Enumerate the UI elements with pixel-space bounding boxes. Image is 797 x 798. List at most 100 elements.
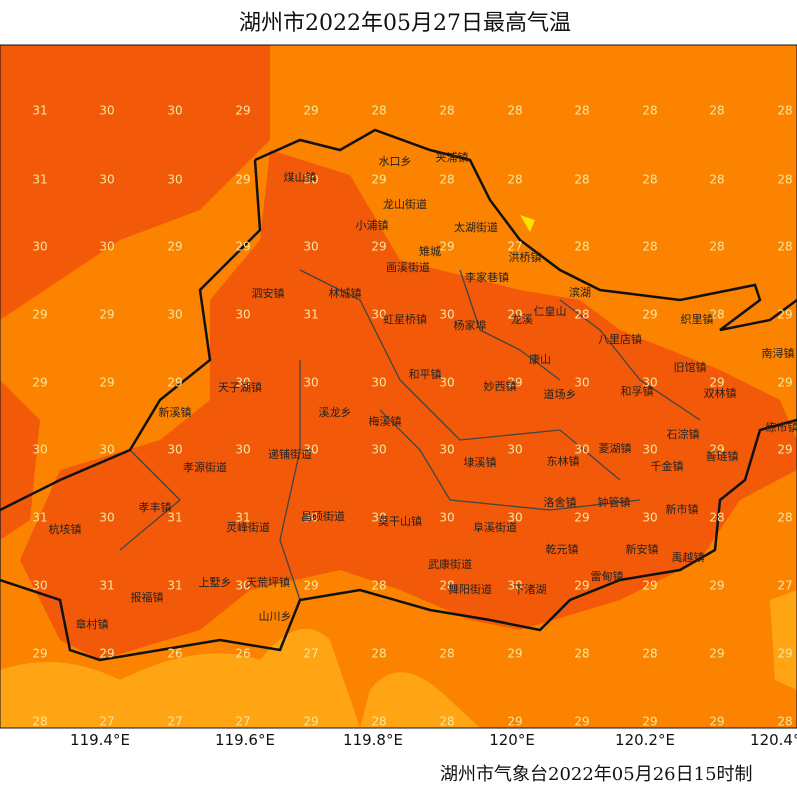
grid-value: 29 bbox=[709, 647, 724, 661]
grid-value: 28 bbox=[507, 104, 522, 118]
grid-value: 29 bbox=[777, 443, 792, 457]
town-label: 阜溪街道 bbox=[473, 520, 517, 534]
grid-value: 29 bbox=[507, 376, 522, 390]
grid-value: 29 bbox=[99, 308, 114, 322]
title: 湖州市2022年05月27日最高气温 bbox=[239, 11, 571, 36]
town-label: 龙山街道 bbox=[383, 197, 427, 211]
grid-value: 30 bbox=[99, 443, 114, 457]
grid-value: 28 bbox=[709, 104, 724, 118]
town-label: 林城镇 bbox=[329, 286, 362, 300]
longitude-label: 120°E bbox=[489, 731, 535, 749]
town-label: 报福镇 bbox=[131, 590, 164, 604]
grid-value: 31 bbox=[32, 173, 47, 187]
grid-value: 30 bbox=[303, 443, 318, 457]
grid-value: 30 bbox=[303, 511, 318, 525]
grid-value: 27 bbox=[303, 647, 318, 661]
grid-value: 29 bbox=[777, 376, 792, 390]
grid-value: 28 bbox=[371, 647, 386, 661]
grid-value: 28 bbox=[709, 308, 724, 322]
grid-value: 30 bbox=[303, 376, 318, 390]
grid-value: 30 bbox=[167, 104, 182, 118]
grid-value: 30 bbox=[235, 308, 250, 322]
grid-value: 29 bbox=[709, 376, 724, 390]
grid-value: 27 bbox=[235, 715, 250, 729]
grid-value: 30 bbox=[642, 376, 657, 390]
grid-value: 30 bbox=[167, 308, 182, 322]
longitude-labels: 119.4°E 119.6°E 119.8°E 120°E 120.2°E 120.4°E bbox=[70, 731, 797, 749]
grid-value: 28 bbox=[642, 104, 657, 118]
town-label: 递铺街道 bbox=[268, 447, 312, 461]
grid-value: 28 bbox=[371, 579, 386, 593]
grid-value: 30 bbox=[574, 376, 589, 390]
grid-value: 28 bbox=[574, 308, 589, 322]
town-label: 梅溪镇 bbox=[369, 414, 402, 428]
grid-value: 29 bbox=[32, 647, 47, 661]
grid-value: 30 bbox=[371, 511, 386, 525]
grid-value: 27 bbox=[99, 715, 114, 729]
town-label: 龙溪 bbox=[511, 313, 533, 326]
grid-value: 28 bbox=[574, 173, 589, 187]
grid-value: 30 bbox=[99, 173, 114, 187]
town-label: 天荒坪镇 bbox=[246, 575, 290, 589]
grid-value: 28 bbox=[439, 104, 454, 118]
grid-value: 29 bbox=[574, 579, 589, 593]
town-label: 和孚镇 bbox=[621, 384, 654, 398]
grid-value: 27 bbox=[167, 715, 182, 729]
footer: 湖州市气象台2022年05月26日15时制 bbox=[440, 764, 753, 785]
grid-value: 31 bbox=[167, 511, 182, 525]
town-label: 泗安镇 bbox=[252, 286, 285, 300]
grid-value: 30 bbox=[642, 511, 657, 525]
grid-value: 29 bbox=[99, 647, 114, 661]
town-label: 天子湖镇 bbox=[218, 380, 262, 394]
grid-value: 29 bbox=[303, 579, 318, 593]
town-label: 杭垓镇 bbox=[49, 522, 82, 536]
town-label: 菱湖镇 bbox=[599, 441, 632, 455]
grid-value: 29 bbox=[235, 173, 250, 187]
grid-value: 29 bbox=[574, 715, 589, 729]
town-label: 练市镇 bbox=[766, 420, 797, 434]
grid-value: 29 bbox=[642, 579, 657, 593]
grid-value: 28 bbox=[777, 173, 792, 187]
grid-value: 26 bbox=[167, 647, 182, 661]
grid-value: 29 bbox=[235, 240, 250, 254]
grid-value: 28 bbox=[642, 647, 657, 661]
grid-value: 29 bbox=[303, 104, 318, 118]
grid-value: 29 bbox=[709, 715, 724, 729]
town-label: 新溪镇 bbox=[159, 405, 192, 419]
grid-value: 28 bbox=[574, 240, 589, 254]
map-frame bbox=[0, 44, 797, 729]
grid-value: 29 bbox=[439, 240, 454, 254]
grid-value: 30 bbox=[32, 579, 47, 593]
town-label: 织里镇 bbox=[681, 312, 714, 326]
town-label: 洛舍镇 bbox=[544, 495, 577, 509]
town-label: 昌硕街道 bbox=[301, 509, 345, 523]
grid-value: 30 bbox=[32, 443, 47, 457]
grid-value: 30 bbox=[167, 173, 182, 187]
town-label: 上墅乡 bbox=[199, 576, 232, 589]
grid-value: 30 bbox=[507, 579, 522, 593]
town-label: 溪龙乡 bbox=[319, 406, 352, 419]
town-label: 武康街道 bbox=[428, 557, 472, 571]
grid-value: 29 bbox=[99, 376, 114, 390]
longitude-label: 120.4°E bbox=[750, 731, 797, 749]
town-label: 乾元镇 bbox=[546, 542, 579, 556]
town-label: 章村镇 bbox=[76, 617, 109, 631]
town-label: 旧馆镇 bbox=[674, 360, 707, 374]
grid-value: 28 bbox=[371, 715, 386, 729]
grid-value: 30 bbox=[371, 443, 386, 457]
grid-value: 28 bbox=[642, 240, 657, 254]
town-label: 石淙镇 bbox=[667, 427, 700, 441]
town-label: 小浦镇 bbox=[356, 218, 389, 232]
grid-value: 29 bbox=[709, 579, 724, 593]
grid-value: 30 bbox=[371, 376, 386, 390]
grid-value: 31 bbox=[32, 511, 47, 525]
town-label: 钟管镇 bbox=[598, 495, 631, 509]
grid-value: 31 bbox=[303, 308, 318, 322]
town-label: 李家巷镇 bbox=[465, 270, 509, 284]
grid-value: 28 bbox=[574, 104, 589, 118]
grid-value: 30 bbox=[439, 376, 454, 390]
grid-value: 30 bbox=[507, 511, 522, 525]
